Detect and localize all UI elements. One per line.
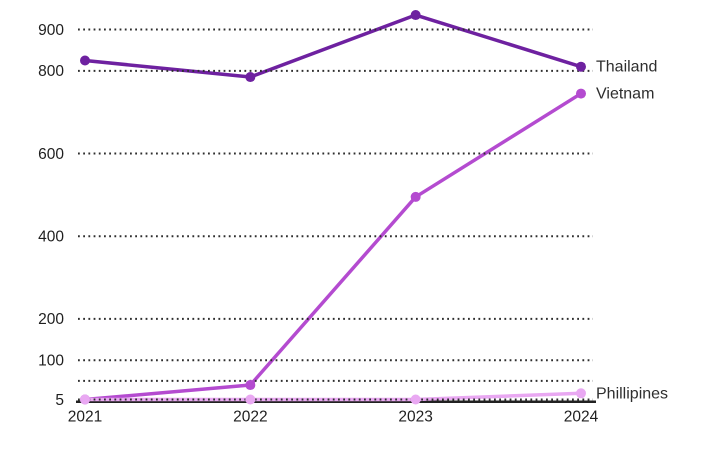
data-point-thailand-2022 <box>245 72 256 83</box>
data-point-thailand-2023 <box>410 10 421 21</box>
y-tick-label-900: 900 <box>38 22 64 39</box>
series-line-vietnam <box>83 91 583 402</box>
x-tick-label-2024: 2024 <box>564 409 599 426</box>
y-tick-label-600: 600 <box>38 146 64 163</box>
y-tick-label-200: 200 <box>38 311 64 328</box>
series-line-thailand <box>83 13 583 79</box>
data-point-phillipines-2024 <box>575 388 586 399</box>
series-label-vietnam: Vietnam <box>596 86 654 103</box>
y-tick-label-400: 400 <box>38 229 64 246</box>
y-tick-label-800: 800 <box>38 63 64 80</box>
data-point-vietnam-2024 <box>575 88 586 99</box>
data-point-phillipines-2022 <box>245 394 256 405</box>
series-label-phillipines: Phillipines <box>596 385 668 402</box>
data-point-thailand-2021 <box>80 55 90 66</box>
data-point-thailand-2024 <box>575 61 586 72</box>
x-tick-label-2021: 2021 <box>68 409 102 426</box>
data-point-phillipines-2023 <box>410 394 421 405</box>
data-point-vietnam-2023 <box>410 191 421 202</box>
y-tick-label-100: 100 <box>38 353 64 370</box>
y-tick-label-5: 5 <box>55 392 64 409</box>
series-label-thailand: Thailand <box>596 59 657 76</box>
data-point-vietnam-2022 <box>245 380 256 391</box>
x-tick-label-2022: 2022 <box>233 409 267 426</box>
data-point-phillipines-2021 <box>80 394 90 405</box>
x-tick-label-2023: 2023 <box>398 409 432 426</box>
